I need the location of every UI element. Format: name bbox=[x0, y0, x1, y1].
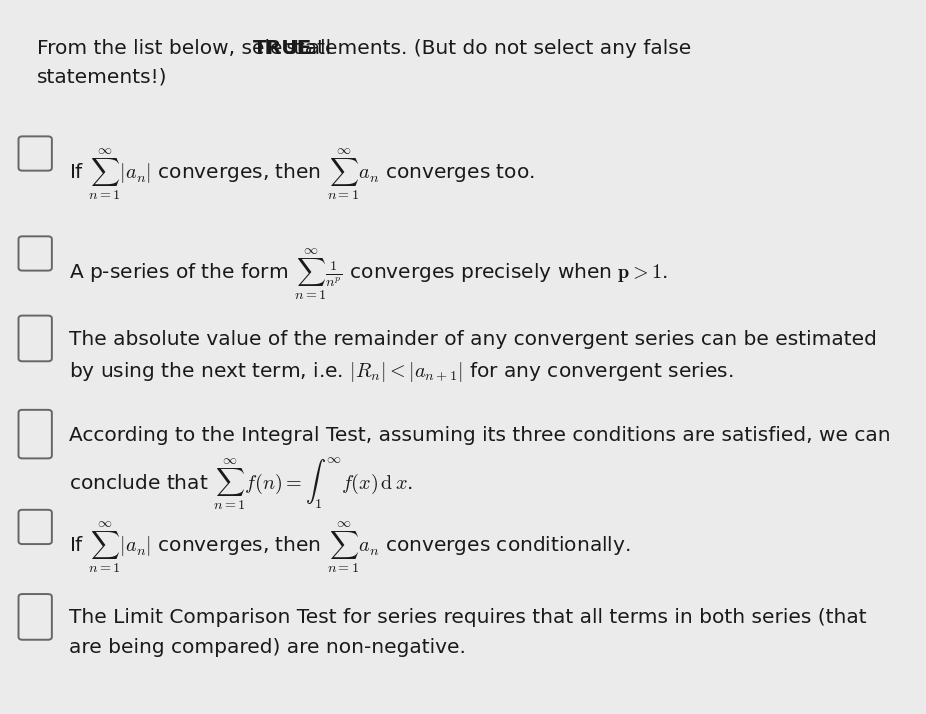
Text: According to the Integral Test, assuming its three conditions are satisfied, we : According to the Integral Test, assuming… bbox=[69, 426, 891, 445]
Text: by using the next term, i.e. $|R_n| < |a_{n+1}|$ for any convergent series.: by using the next term, i.e. $|R_n| < |a… bbox=[69, 360, 734, 384]
Text: A p-series of the form $\sum_{n=1}^{\infty} \frac{1}{n^p}$ converges precisely w: A p-series of the form $\sum_{n=1}^{\inf… bbox=[69, 246, 669, 302]
Text: If $\sum_{n=1}^{\infty} |a_n|$ converges, then $\sum_{n=1}^{\infty} a_n$ converg: If $\sum_{n=1}^{\infty} |a_n|$ converges… bbox=[69, 146, 535, 202]
FancyBboxPatch shape bbox=[19, 510, 52, 544]
Text: conclude that $\sum_{n=1}^{\infty} f(n) = \int_1^{\infty} f(x)\,\mathrm{d}\,x$.: conclude that $\sum_{n=1}^{\infty} f(n) … bbox=[69, 456, 413, 513]
Text: statements. (But do not select any false: statements. (But do not select any false bbox=[281, 39, 692, 59]
Text: are being compared) are non-negative.: are being compared) are non-negative. bbox=[69, 638, 467, 658]
Text: The absolute value of the remainder of any convergent series can be estimated: The absolute value of the remainder of a… bbox=[69, 330, 877, 349]
FancyBboxPatch shape bbox=[19, 236, 52, 271]
Text: The Limit Comparison Test for series requires that all terms in both series (tha: The Limit Comparison Test for series req… bbox=[69, 608, 867, 628]
FancyBboxPatch shape bbox=[19, 316, 52, 361]
Text: TRUE: TRUE bbox=[254, 39, 313, 59]
Text: If $\sum_{n=1}^{\infty} |a_n|$ converges, then $\sum_{n=1}^{\infty} a_n$ converg: If $\sum_{n=1}^{\infty} |a_n|$ converges… bbox=[69, 520, 632, 575]
FancyBboxPatch shape bbox=[19, 594, 52, 640]
Text: statements!): statements!) bbox=[37, 68, 168, 87]
FancyBboxPatch shape bbox=[19, 410, 52, 458]
Text: From the list below, select all: From the list below, select all bbox=[37, 39, 338, 59]
FancyBboxPatch shape bbox=[19, 136, 52, 171]
